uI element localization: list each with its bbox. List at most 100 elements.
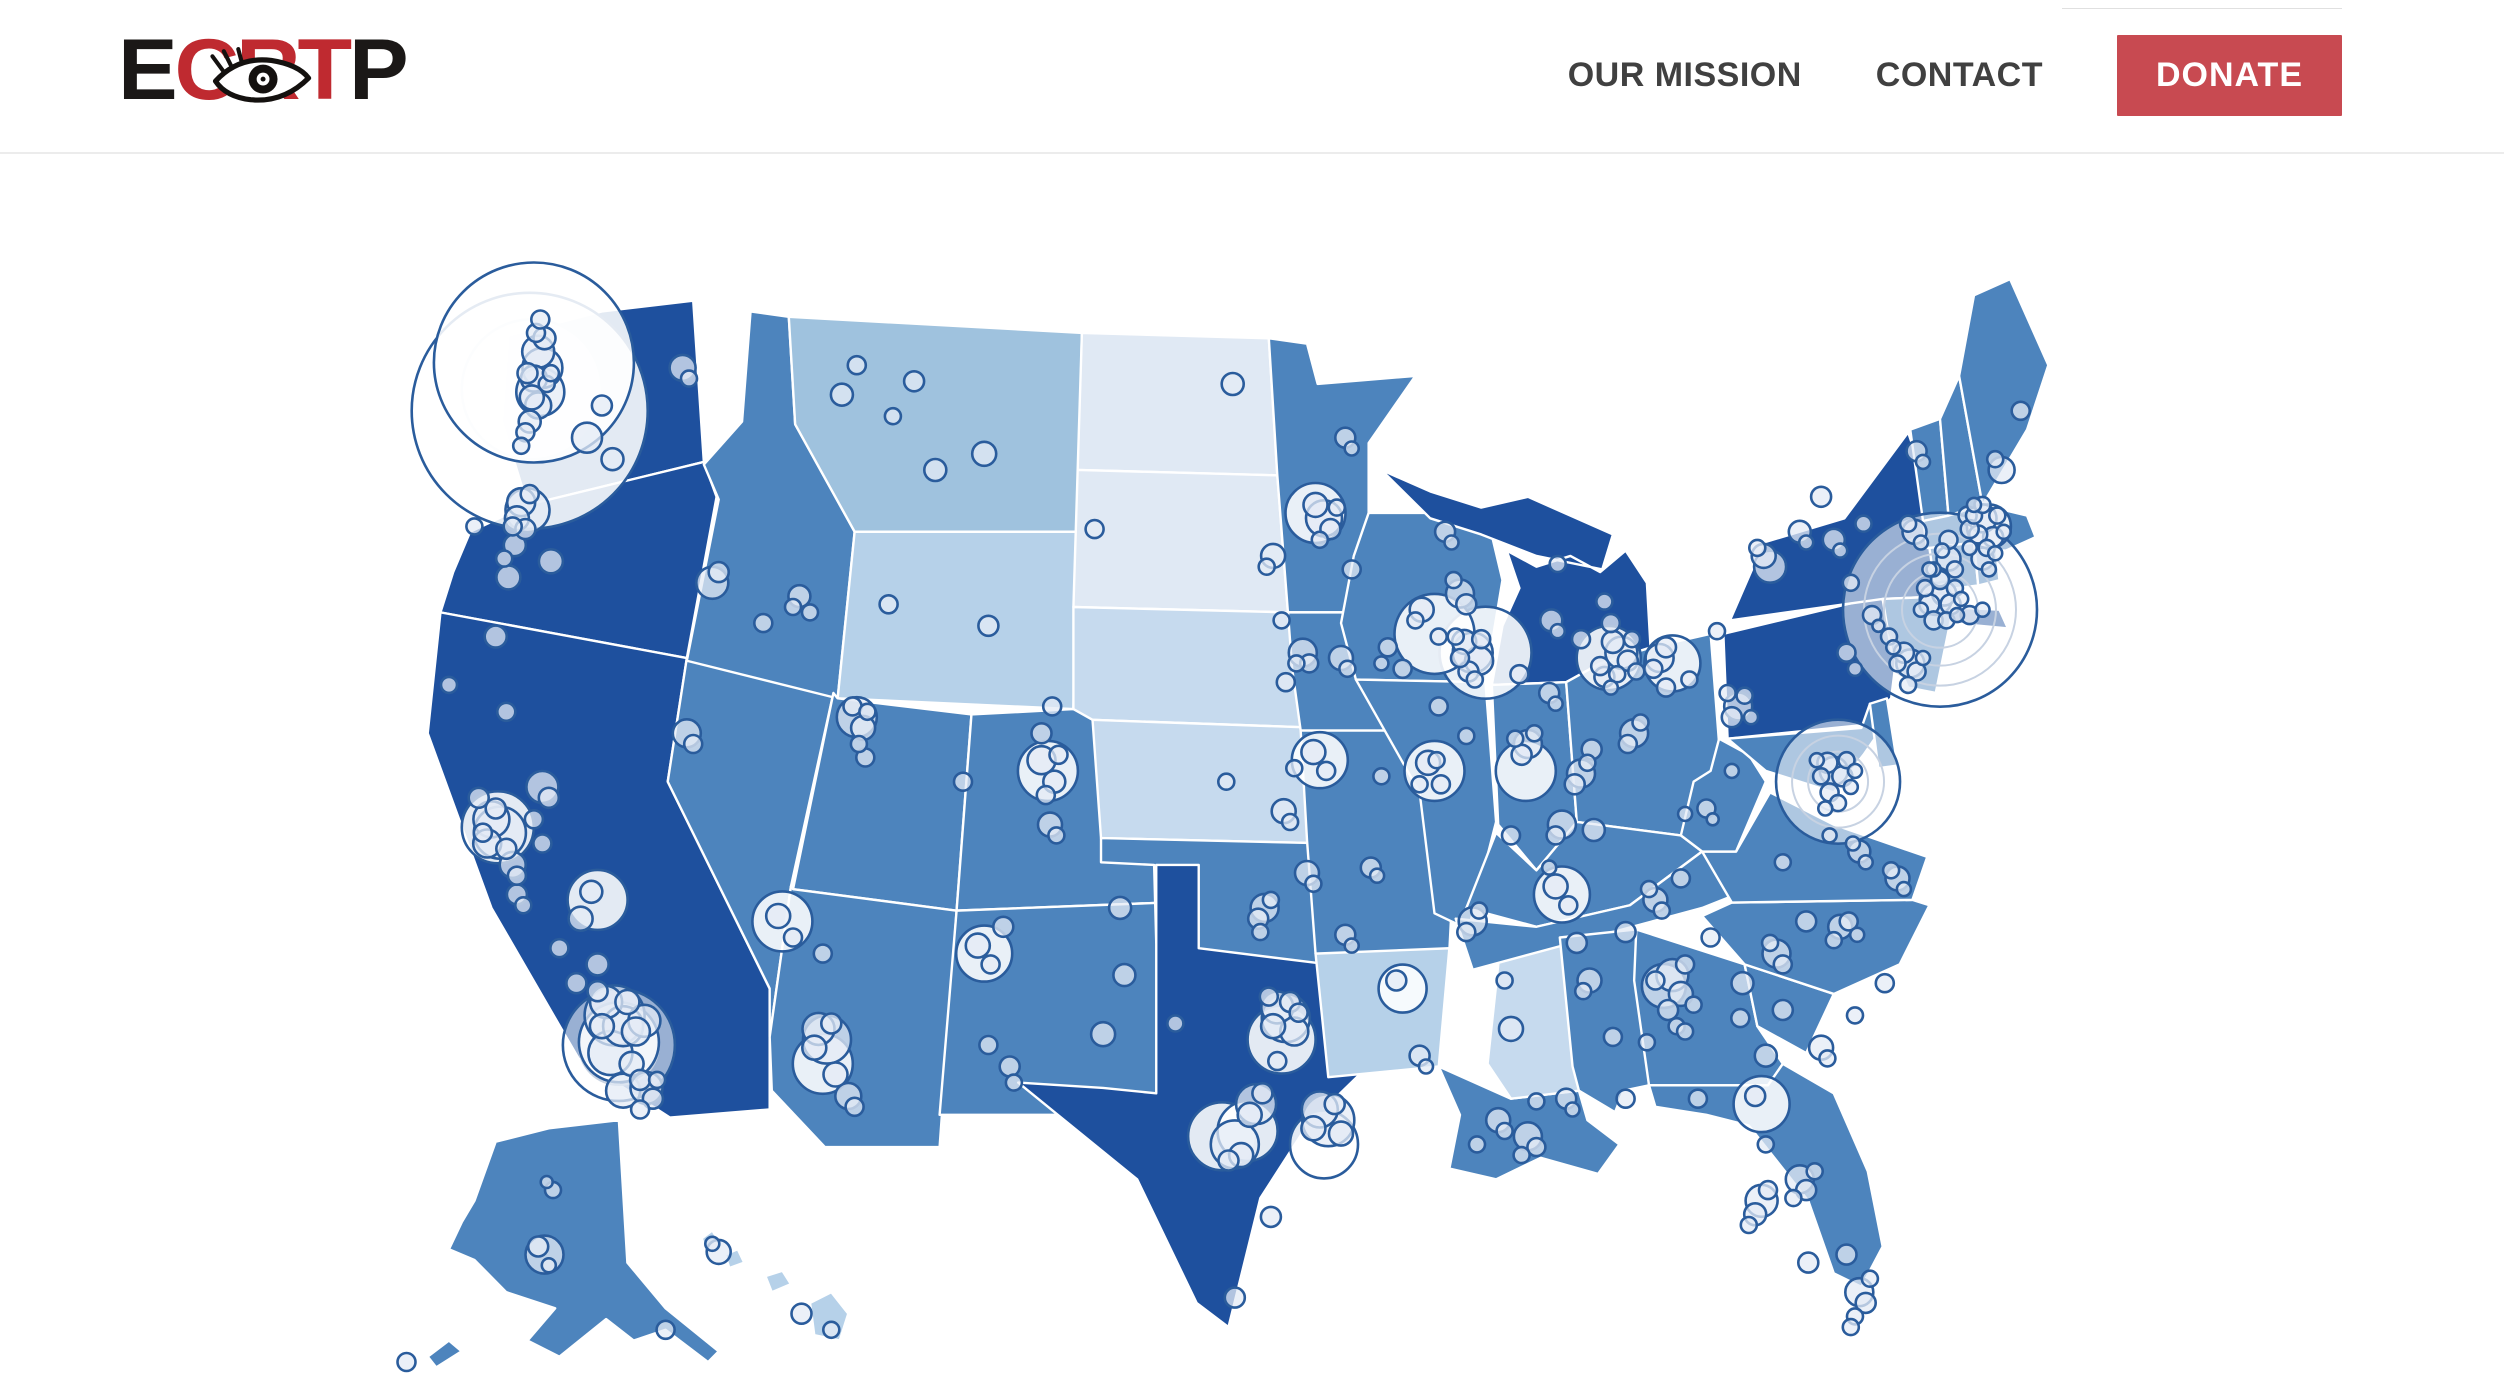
data-bubble[interactable] (1743, 1084, 1767, 1108)
data-bubble[interactable] (878, 593, 899, 615)
data-bubble[interactable] (532, 833, 553, 854)
data-bubble[interactable] (1527, 1092, 1546, 1111)
data-bubble[interactable] (495, 564, 522, 591)
data-bubble[interactable] (526, 1235, 550, 1258)
data-bubble[interactable] (1773, 852, 1793, 872)
data-bubble[interactable] (1705, 811, 1720, 827)
data-bubble[interactable] (1456, 921, 1477, 943)
data-bubble[interactable] (1107, 895, 1133, 921)
data-bubble[interactable] (1948, 606, 1966, 624)
data-bubble[interactable] (1112, 962, 1137, 988)
data-bubble[interactable] (1048, 744, 1069, 766)
data-bubble[interactable] (1427, 750, 1446, 770)
data-bubble[interactable] (800, 1034, 828, 1062)
data-bubble[interactable] (1512, 1145, 1531, 1165)
data-bubble[interactable] (1259, 1012, 1287, 1040)
data-bubble[interactable] (1505, 729, 1525, 749)
data-bubble[interactable] (578, 879, 604, 905)
data-bubble[interactable] (1564, 1101, 1581, 1118)
data-bubble[interactable] (1874, 972, 1896, 994)
data-bubble[interactable] (518, 384, 546, 411)
data-bubble[interactable] (1756, 1135, 1776, 1154)
data-bubble[interactable] (1676, 805, 1694, 823)
data-bubble[interactable] (1455, 592, 1478, 616)
data-bubble[interactable] (585, 952, 610, 977)
data-bubble[interactable] (922, 457, 948, 483)
data-bubble[interactable] (1888, 654, 1907, 673)
data-bubble[interactable] (782, 927, 804, 948)
data-bubble[interactable] (1430, 773, 1452, 795)
data-bubble[interactable] (1912, 534, 1930, 551)
data-bubble[interactable] (1004, 1073, 1024, 1092)
data-bubble[interactable] (1617, 733, 1639, 755)
data-bubble[interactable] (679, 369, 699, 388)
data-bubble[interactable] (1166, 1014, 1185, 1033)
data-bubble[interactable] (1857, 853, 1874, 871)
data-bubble[interactable] (1563, 772, 1586, 796)
data-bubble[interactable] (465, 517, 484, 536)
data-bubble[interactable] (565, 971, 588, 995)
data-bubble[interactable] (1627, 662, 1646, 681)
data-bubble[interactable] (991, 915, 1015, 939)
data-bubble[interactable] (790, 1302, 813, 1325)
data-bubble[interactable] (1643, 658, 1664, 680)
data-bubble[interactable] (516, 361, 539, 385)
data-bubble[interactable] (1654, 635, 1678, 659)
data-bubble[interactable] (858, 702, 877, 722)
data-bubble[interactable] (1338, 659, 1357, 679)
data-bubble[interactable] (1465, 670, 1485, 689)
data-bubble[interactable] (1655, 677, 1677, 698)
data-bubble[interactable] (472, 822, 494, 844)
data-bubble[interactable] (1315, 760, 1337, 782)
data-bubble[interactable] (1573, 981, 1593, 1001)
data-bubble[interactable] (1595, 592, 1614, 611)
data-bubble[interactable] (1615, 1088, 1636, 1110)
data-bubble[interactable] (506, 865, 528, 887)
data-bubble[interactable] (1035, 784, 1057, 806)
data-bubble[interactable] (549, 937, 570, 959)
data-bubble[interactable] (1730, 1007, 1751, 1029)
data-bubble[interactable] (970, 440, 998, 468)
data-bubble[interactable] (1895, 880, 1913, 898)
data-bubble[interactable] (1760, 933, 1780, 953)
data-bubble[interactable] (1985, 449, 2005, 469)
data-bubble[interactable] (1622, 629, 1642, 649)
data-bubble[interactable] (1742, 708, 1760, 726)
data-bubble[interactable] (539, 1174, 555, 1190)
data-bubble[interactable] (1974, 601, 1991, 619)
data-bubble[interactable] (1372, 766, 1391, 786)
data-bubble[interactable] (1933, 542, 1951, 559)
data-bubble[interactable] (541, 363, 561, 383)
data-bubble[interactable] (1772, 954, 1794, 975)
data-bubble[interactable] (1898, 514, 1918, 534)
data-bubble[interactable] (1327, 498, 1347, 517)
data-bubble[interactable] (1871, 618, 1886, 634)
data-bubble[interactable] (494, 837, 518, 861)
logo[interactable]: ECRTP (118, 22, 409, 122)
data-bubble[interactable] (1809, 485, 1833, 509)
data-bubble[interactable] (1824, 930, 1844, 950)
data-bubble[interactable] (1547, 695, 1564, 713)
data-bubble[interactable] (1846, 660, 1864, 678)
data-bubble[interactable] (1912, 601, 1930, 619)
data-bubble[interactable] (1217, 772, 1236, 792)
data-bubble[interactable] (952, 771, 974, 793)
state-VA[interactable] (1702, 792, 1927, 902)
data-bubble[interactable] (513, 895, 533, 915)
data-bubble[interactable] (844, 1096, 865, 1118)
data-bubble[interactable] (1600, 629, 1626, 655)
data-bubble[interactable] (628, 1068, 652, 1092)
data-bubble[interactable] (1469, 901, 1489, 920)
data-bubble[interactable] (1410, 774, 1429, 794)
data-bubble[interactable] (1952, 590, 1970, 608)
data-bubble[interactable] (1589, 655, 1611, 677)
data-bubble[interactable] (467, 786, 491, 810)
data-bubble[interactable] (537, 547, 565, 575)
data-bubble[interactable] (1821, 827, 1838, 844)
data-bubble[interactable] (1757, 1179, 1779, 1201)
data-bubble[interactable] (883, 406, 903, 426)
data-bubble[interactable] (511, 436, 531, 456)
data-bubble[interactable] (1914, 649, 1932, 667)
data-bubble[interactable] (1288, 1002, 1309, 1024)
data-bubble[interactable] (1995, 523, 2012, 541)
